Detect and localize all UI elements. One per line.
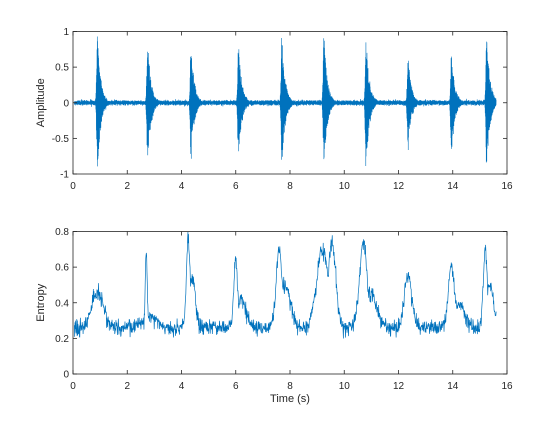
y-tick-label: -1: [60, 170, 69, 181]
x-tick-label: 2: [124, 181, 130, 192]
entropy-axes: 0 2 4 6 8 10 12 14 16 0 0.2 0.4 0.6 0.8 Entropy Time…: [35, 227, 513, 405]
x-tick-label: 8: [287, 181, 293, 192]
x-tick-label: 16: [501, 181, 513, 192]
x-tick-label: 4: [179, 181, 185, 192]
y-tick-label: -0.5: [52, 134, 70, 145]
amplitude-waveform-line: [74, 36, 497, 167]
x-tick-label: 6: [233, 181, 239, 192]
amplitude-y-ticks: -1 -0.5 0 0.5 1: [52, 27, 507, 181]
x-tick-label: 0: [70, 181, 76, 192]
x-tick-label: 14: [447, 381, 459, 392]
x-tick-label: 14: [447, 181, 459, 192]
entropy-x-ticks: 0 2 4 6 8 10 12 14 16: [70, 231, 513, 392]
entropy-y-ticks: 0 0.2 0.4 0.6 0.8: [55, 227, 507, 381]
y-tick-label: 0.2: [55, 334, 69, 345]
x-tick-label: 16: [501, 381, 513, 392]
amplitude-axes: 0 2 4 6 8 10 12 14 16 -1 -0.5 0 0.5 1 Amplitude: [35, 27, 513, 192]
entropy-trace-line: [74, 232, 497, 339]
x-tick-label: 10: [339, 381, 351, 392]
y-tick-label: 0.5: [55, 63, 69, 74]
y-tick-label: 0.4: [55, 298, 69, 309]
x-tick-label: 12: [393, 181, 405, 192]
y-tick-label: 1: [63, 27, 69, 38]
entropy-y-axis-label: Entropy: [35, 283, 47, 321]
x-tick-label: 2: [124, 381, 130, 392]
entropy-x-axis-label: Time (s): [270, 393, 310, 405]
amplitude-y-axis-label: Amplitude: [35, 78, 47, 127]
x-tick-label: 0: [70, 381, 76, 392]
x-tick-label: 4: [179, 381, 185, 392]
amplitude-x-ticks: 0 2 4 6 8 10 12 14 16: [70, 31, 513, 192]
x-tick-label: 8: [287, 381, 293, 392]
x-tick-label: 12: [393, 381, 405, 392]
y-tick-label: 0.8: [55, 227, 69, 238]
x-tick-label: 6: [233, 381, 239, 392]
x-tick-label: 10: [339, 181, 351, 192]
y-tick-label: 0: [63, 98, 69, 109]
y-tick-label: 0: [63, 370, 69, 381]
y-tick-label: 0.6: [55, 263, 69, 274]
